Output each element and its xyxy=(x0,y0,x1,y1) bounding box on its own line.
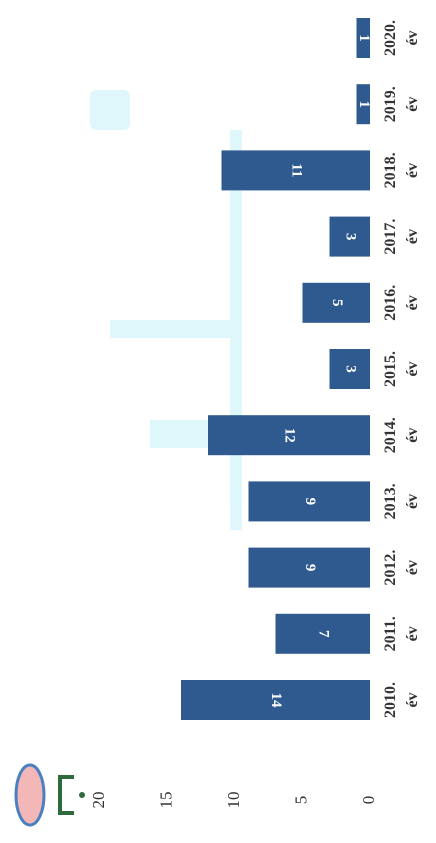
value-label: 12 xyxy=(282,428,298,443)
x-tick-label: 2012. év xyxy=(382,550,421,586)
x-tick-label: 2016. év xyxy=(382,285,421,321)
x-tick-label: 2013. év xyxy=(382,483,421,519)
value-label: 14 xyxy=(268,693,284,709)
bar xyxy=(208,415,370,456)
logo xyxy=(14,763,85,827)
x-tick-label: 2014. év xyxy=(382,417,421,453)
value-label: 3 xyxy=(342,365,358,373)
bar xyxy=(221,150,370,191)
bar xyxy=(329,216,370,257)
bar xyxy=(248,547,370,588)
bar xyxy=(248,481,370,522)
y-tick-label: 0 xyxy=(359,796,378,805)
x-tick-label: 2010. év xyxy=(382,682,421,718)
value-label: 9 xyxy=(302,498,318,506)
y-tick-label: 10 xyxy=(224,792,243,809)
y-tick-label: 5 xyxy=(291,796,310,805)
x-tick-label: 2017. év xyxy=(382,219,421,255)
value-label: 3 xyxy=(342,233,358,241)
bar xyxy=(329,349,370,389)
value-label: 5 xyxy=(329,299,345,307)
bar xyxy=(302,282,370,323)
x-tick-label: 2020. év xyxy=(382,20,421,56)
bar xyxy=(356,18,370,58)
x-tick-label: 2011. év xyxy=(382,616,421,651)
value-label: 7 xyxy=(315,630,331,638)
value-label: 9 xyxy=(302,564,318,572)
bar xyxy=(181,680,370,720)
bar xyxy=(275,613,370,654)
value-label: 11 xyxy=(288,163,304,177)
y-tick-label: 15 xyxy=(156,792,175,809)
bar xyxy=(356,84,370,125)
value-label: 1 xyxy=(356,100,372,108)
y-tick-label: 20 xyxy=(89,792,108,809)
x-tick-label: 2018. év xyxy=(382,152,421,188)
value-label: 1 xyxy=(356,34,372,42)
x-tick-label: 2019. év xyxy=(382,86,421,122)
x-tick-label: 2015. év xyxy=(382,351,421,387)
